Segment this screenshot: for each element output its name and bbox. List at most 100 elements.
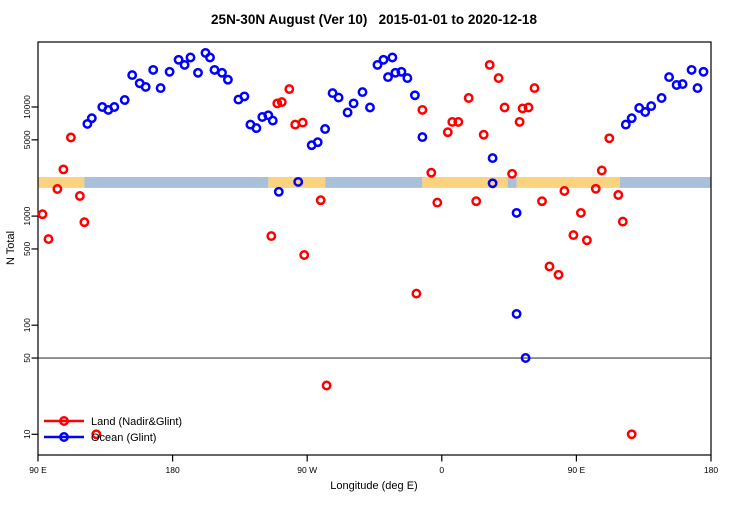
data-point-ocean bbox=[390, 67, 401, 78]
data-point-land bbox=[626, 429, 637, 440]
data-point-land bbox=[299, 250, 310, 260]
coast-band bbox=[38, 177, 711, 188]
data-point-ocean bbox=[267, 115, 278, 126]
data-point-ocean bbox=[239, 91, 250, 102]
data-point-land bbox=[442, 127, 453, 138]
data-point-ocean bbox=[333, 92, 344, 103]
data-point-land bbox=[52, 184, 63, 194]
y-axis-label: N Total bbox=[5, 231, 17, 265]
data-point-ocean bbox=[656, 93, 667, 103]
coast-band-ocean-segment bbox=[619, 177, 711, 188]
plot-border bbox=[37, 41, 712, 456]
data-point-land bbox=[507, 168, 518, 179]
data-point-land bbox=[493, 73, 504, 84]
data-point-land bbox=[471, 196, 482, 207]
data-point-ocean bbox=[387, 52, 398, 63]
data-point-ocean bbox=[155, 83, 166, 94]
ocean-series bbox=[82, 47, 709, 363]
x-tick-label: 90 E bbox=[29, 465, 47, 475]
legend-item-label: Ocean (Glint) bbox=[91, 432, 156, 444]
data-point-land bbox=[499, 102, 510, 113]
data-point-land bbox=[596, 165, 607, 176]
data-point-land bbox=[575, 207, 586, 218]
x-tick-label: 90 E bbox=[568, 465, 586, 475]
data-point-land bbox=[517, 103, 528, 114]
legend-marker-circle bbox=[59, 432, 69, 442]
data-point-land bbox=[266, 231, 277, 242]
data-point-ocean bbox=[698, 66, 709, 77]
data-point-land bbox=[91, 429, 102, 440]
data-point-ocean bbox=[686, 64, 697, 75]
data-point-land bbox=[478, 129, 489, 140]
data-point-land bbox=[553, 269, 564, 280]
coast-band-land-segment bbox=[38, 177, 85, 188]
data-point-land bbox=[544, 261, 555, 272]
x-axis-label: Longitude (deg E) bbox=[330, 480, 417, 492]
data-point-ocean bbox=[487, 178, 498, 189]
data-point-ocean bbox=[127, 70, 138, 81]
data-point-ocean bbox=[646, 101, 657, 112]
data-point-ocean bbox=[222, 74, 233, 85]
data-point-land bbox=[447, 116, 458, 127]
coast-band-ocean-segment bbox=[84, 177, 269, 188]
data-point-land bbox=[272, 98, 283, 109]
land-series bbox=[37, 59, 637, 440]
data-point-land bbox=[58, 164, 69, 175]
data-point-ocean bbox=[119, 95, 130, 105]
data-point-ocean bbox=[193, 67, 203, 78]
data-point-land bbox=[568, 230, 579, 241]
data-point-ocean bbox=[520, 353, 531, 363]
data-point-land bbox=[43, 234, 54, 245]
y-tick-label: 100 bbox=[22, 318, 32, 332]
data-point-ocean bbox=[273, 186, 284, 197]
data-point-land bbox=[463, 93, 474, 103]
data-point-land bbox=[297, 117, 308, 128]
data-point-land bbox=[529, 83, 540, 94]
data-point-land bbox=[321, 380, 332, 391]
data-point-ocean bbox=[383, 72, 393, 83]
data-point-ocean bbox=[179, 59, 190, 70]
data-point-land bbox=[37, 209, 48, 220]
data-point-ocean bbox=[677, 79, 688, 90]
data-point-ocean bbox=[109, 102, 120, 112]
coast-band-ocean-segment bbox=[325, 177, 423, 188]
data-point-land bbox=[426, 167, 437, 178]
y-tick-label: 5000 bbox=[22, 130, 32, 149]
y-tick-label: 10 bbox=[22, 429, 32, 439]
legend-item-label: Land (Nadir&Glint) bbox=[91, 416, 182, 428]
data-point-ocean bbox=[342, 107, 353, 118]
data-point-land bbox=[411, 288, 422, 299]
data-point-land bbox=[315, 195, 326, 206]
data-point-land bbox=[284, 84, 295, 95]
y-tick-label: 10000 bbox=[22, 95, 32, 119]
legend: Land (Nadir&Glint) Ocean (Glint) bbox=[44, 416, 182, 444]
data-point-ocean bbox=[620, 119, 631, 130]
data-point-land bbox=[559, 186, 570, 196]
x-tick-label: 0 bbox=[439, 465, 444, 475]
data-point-ocean bbox=[372, 59, 383, 70]
data-point-ocean bbox=[640, 107, 651, 117]
data-point-land bbox=[581, 235, 592, 246]
data-point-ocean bbox=[357, 87, 368, 98]
y-tick-label: 50 bbox=[22, 353, 32, 363]
data-point-ocean bbox=[626, 113, 637, 124]
data-point-ocean bbox=[378, 54, 389, 65]
data-point-ocean bbox=[402, 73, 413, 84]
coast-band-land-segment bbox=[268, 177, 326, 188]
coast-band-land-segment bbox=[516, 177, 620, 188]
data-point-ocean bbox=[86, 113, 97, 124]
data-point-ocean bbox=[185, 52, 196, 63]
legend-marker-circle bbox=[59, 416, 69, 426]
x-axis: 90 E 180 90 W 0 90 E 180 bbox=[29, 455, 718, 475]
data-point-land bbox=[514, 116, 525, 127]
x-tick-label: 90 W bbox=[297, 465, 317, 475]
data-point-land bbox=[74, 191, 85, 201]
data-point-land bbox=[79, 217, 90, 228]
data-point-ocean bbox=[140, 81, 151, 92]
data-point-ocean bbox=[417, 132, 428, 143]
y-tick-label: 1000 bbox=[22, 206, 32, 225]
data-point-land bbox=[417, 104, 428, 115]
data-point-land bbox=[590, 183, 601, 194]
data-point-ocean bbox=[511, 308, 522, 319]
